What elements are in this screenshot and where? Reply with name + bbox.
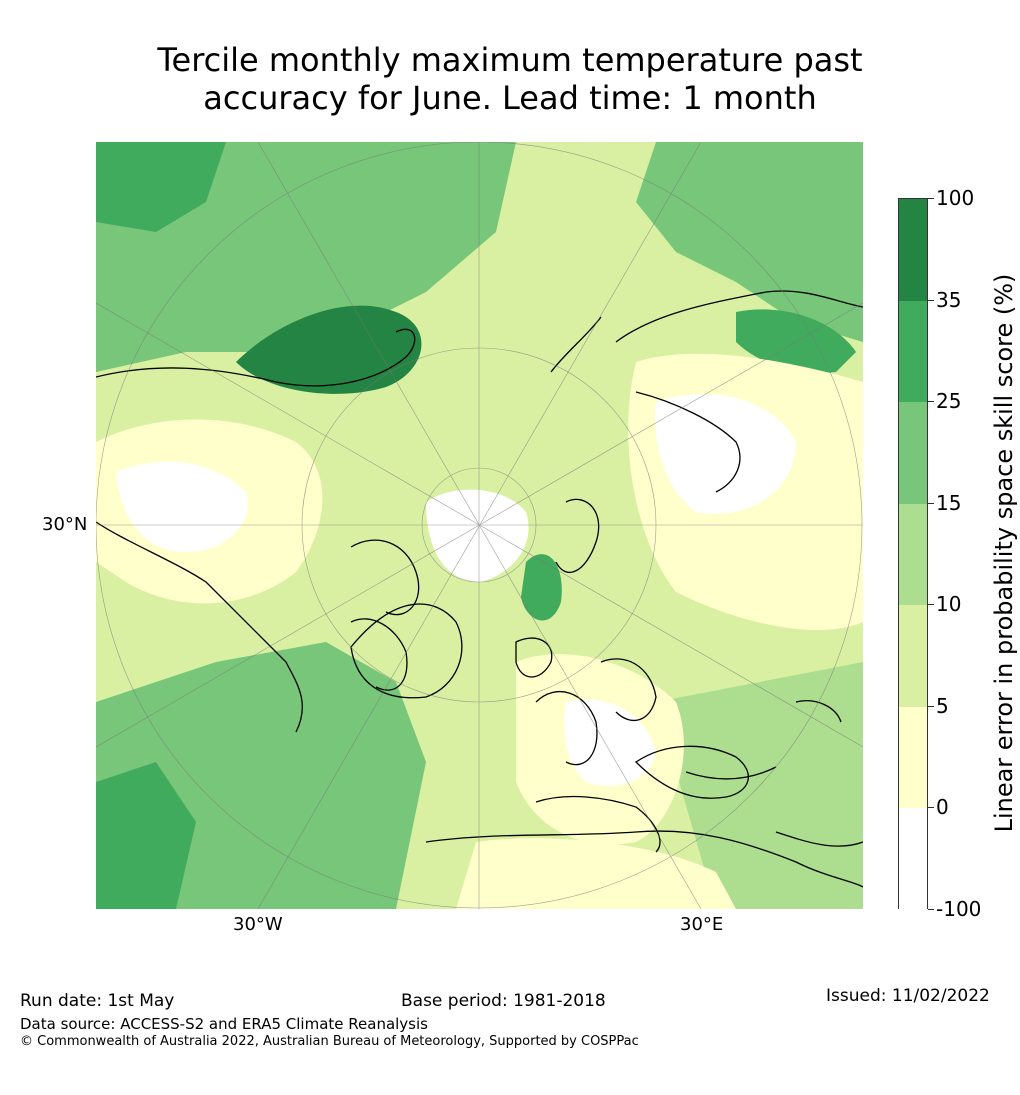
graticule [96,142,863,909]
colorbar-bin [899,808,927,910]
map-title-line-1: Tercile monthly maximum temperature past [157,41,863,79]
colorbar-bin [899,503,927,606]
field-scandinavia [521,554,562,621]
field-russia-white [655,394,796,514]
colorbar-tick-label: -100 [936,897,982,921]
colorbar-tick-mark [928,909,934,910]
skill-score-map [96,142,863,909]
colorbar-tick-mark [928,705,934,707]
colorbar [898,198,928,910]
colorbar-tick-label: 0 [936,795,949,820]
colorbar-tick-label: 25 [936,389,962,414]
colorbar-tick-mark [928,299,934,301]
colorbar-tick-mark [928,198,934,199]
colorbar-bin [899,402,927,504]
colorbar-tick-label: 35 [936,287,962,312]
field-arctic-white [426,489,529,582]
issued-date: Issued: 11/02/2022 [826,986,990,1006]
colorbar-bin [899,199,927,301]
colorbar-tick-mark [928,401,934,403]
field-africa-low [456,838,736,909]
colorbar-tick-label: 10 [936,592,962,617]
coastlines [96,290,863,888]
colorbar-bin [899,300,927,403]
field-bering-strong [236,305,422,394]
longitude-label-west: 30°W [233,914,283,935]
colorbar-bin [899,706,927,809]
field-okhotsk [736,309,856,373]
data-source: Data source: ACCESS-S2 and ERA5 Climate … [20,1015,428,1033]
run-date: Run date: 1st May [20,991,175,1011]
latitude-label: 30°N [42,514,88,535]
colorbar-bin [899,605,927,707]
colorbar-tick-mark [928,604,934,606]
base-period: Base period: 1981-2018 [401,991,606,1011]
colorbar-tick-label: 5 [936,693,949,718]
colorbar-label: Linear error in probability space skill … [990,273,1018,833]
polar-map-svg [96,142,863,909]
field-siberia [636,142,863,342]
colorbar-tick-label: 100 [936,186,975,210]
colorbar-tick-label: 15 [936,490,962,515]
field-canada-white [116,461,248,552]
field-kamchatka-strong [96,142,226,232]
longitude-label-east: 30°E [680,914,724,935]
copyright: © Commonwealth of Australia 2022, Austra… [20,1034,639,1049]
map-title-line-2: accuracy for June. Lead time: 1 month [203,79,817,117]
field-southwest-strong [96,762,196,909]
colorbar-tick-mark [928,807,934,809]
colorbar-tick-mark [928,502,934,504]
